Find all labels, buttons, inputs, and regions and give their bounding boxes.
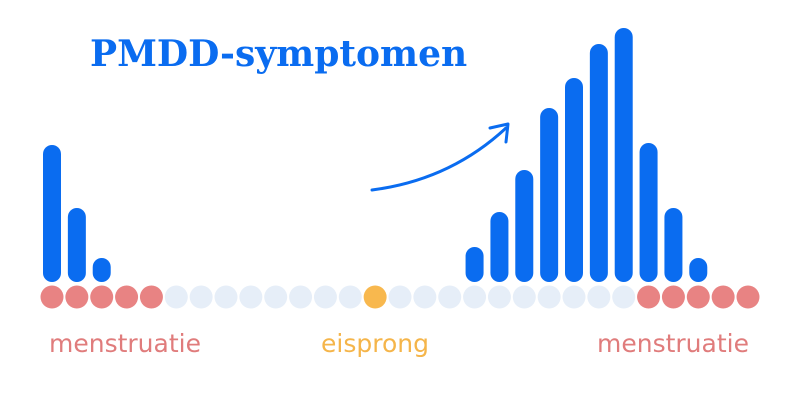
day-dot bbox=[463, 285, 487, 309]
day-dot bbox=[487, 285, 511, 309]
bar bbox=[689, 258, 708, 282]
bar bbox=[43, 145, 61, 282]
bar bbox=[664, 208, 683, 282]
day-dot bbox=[512, 285, 536, 309]
day-dot bbox=[438, 285, 462, 309]
bar bbox=[565, 78, 583, 282]
day-dot bbox=[363, 285, 387, 309]
bar bbox=[92, 258, 111, 282]
day-dot bbox=[686, 285, 710, 309]
arrow-head bbox=[488, 122, 510, 144]
annotation: menstruatie bbox=[597, 329, 749, 358]
annotation: menstruatie bbox=[49, 329, 201, 358]
day-dot bbox=[711, 285, 735, 309]
bar bbox=[614, 28, 633, 282]
day-dot bbox=[413, 285, 437, 309]
arrow bbox=[370, 126, 508, 192]
day-dot bbox=[388, 285, 412, 309]
bar bbox=[639, 143, 658, 282]
day-dot bbox=[139, 285, 163, 309]
day-dot bbox=[289, 285, 313, 309]
day-dot bbox=[40, 285, 64, 309]
day-dot bbox=[562, 285, 586, 309]
day-dot bbox=[587, 285, 611, 309]
chart-title: PMDD-symptomen bbox=[90, 33, 467, 75]
day-dot bbox=[736, 285, 760, 309]
day-dot bbox=[661, 285, 685, 309]
day-dot bbox=[115, 285, 139, 309]
day-dot bbox=[537, 285, 561, 309]
bar bbox=[490, 212, 509, 282]
day-dot bbox=[313, 285, 337, 309]
day-dot bbox=[264, 285, 288, 309]
day-dot bbox=[239, 285, 263, 309]
bar bbox=[540, 108, 559, 282]
day-dot bbox=[612, 285, 636, 309]
day-dot bbox=[65, 285, 89, 309]
day-dot bbox=[90, 285, 114, 309]
day-dot bbox=[164, 285, 188, 309]
day-dot bbox=[637, 285, 661, 309]
bar bbox=[589, 44, 608, 282]
day-dot bbox=[189, 285, 213, 309]
bar bbox=[67, 208, 86, 282]
annotation: eisprong bbox=[321, 329, 429, 358]
bar bbox=[515, 170, 534, 282]
day-dot bbox=[338, 285, 362, 309]
day-dot bbox=[214, 285, 238, 309]
bar bbox=[465, 247, 484, 282]
